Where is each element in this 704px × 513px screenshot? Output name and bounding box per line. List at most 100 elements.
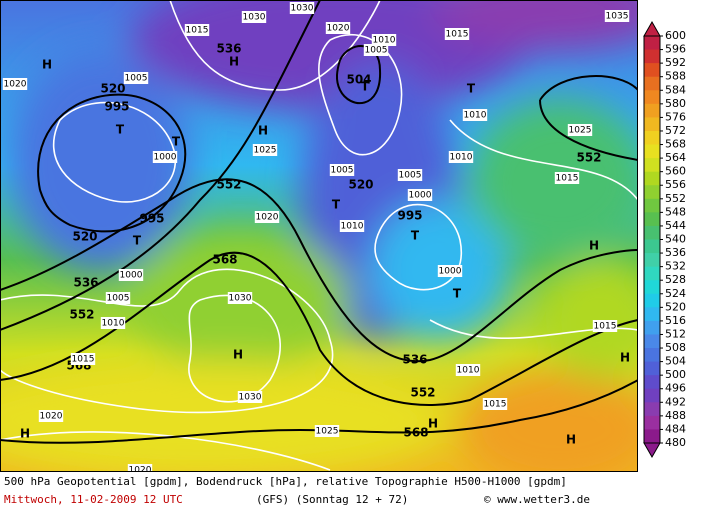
colorbar-cell bbox=[644, 130, 660, 146]
colorbar-tick-label: 480 bbox=[665, 436, 686, 449]
colorbar-cell bbox=[644, 158, 660, 173]
colorbar-cell bbox=[644, 253, 660, 268]
footer-source: © www.wetter3.de bbox=[484, 493, 590, 506]
colorbar-tick-label: 556 bbox=[665, 178, 686, 191]
label-background bbox=[70, 353, 96, 365]
contour-label: H bbox=[20, 427, 30, 441]
isobar-label: 1030 bbox=[291, 4, 314, 14]
contour-label: T bbox=[411, 229, 420, 243]
colorbar-cell bbox=[644, 307, 660, 322]
isobar-label: 1025 bbox=[254, 146, 277, 156]
contour-label: 995 bbox=[104, 100, 129, 114]
contour-label: 552 bbox=[410, 386, 435, 400]
label-background bbox=[444, 28, 470, 40]
isobar-label: 1035 bbox=[606, 12, 629, 22]
isobar-label: 1000 bbox=[120, 271, 143, 281]
isobar-label: 1005 bbox=[399, 171, 422, 181]
colorbar-cell bbox=[644, 36, 660, 51]
colorbar-tick-label: 484 bbox=[665, 422, 686, 435]
label-background bbox=[482, 398, 508, 410]
footer: 500 hPa Geopotential [gpdm], Bodendruck … bbox=[4, 475, 590, 506]
colorbar-tick-label: 544 bbox=[665, 219, 686, 232]
label-background bbox=[397, 169, 423, 181]
label-background bbox=[325, 22, 351, 34]
isobar-label: 1010 bbox=[341, 222, 364, 232]
colorbar-cell bbox=[644, 375, 660, 390]
isobar-label: 1005 bbox=[331, 166, 354, 176]
colorbar-tick-label: 516 bbox=[665, 314, 686, 327]
label-background bbox=[437, 265, 463, 277]
colorbar-cell bbox=[644, 334, 660, 349]
colorbar-cell bbox=[644, 90, 660, 105]
colorbar-tick-label: 536 bbox=[665, 246, 686, 259]
label-background bbox=[604, 10, 630, 22]
colorbar-tick-label: 540 bbox=[665, 233, 686, 246]
colorbar-cell bbox=[644, 415, 660, 430]
label-background bbox=[118, 269, 144, 281]
colorbar-cell bbox=[644, 117, 660, 132]
colorbar-tick-label: 500 bbox=[665, 368, 686, 381]
label-background bbox=[127, 464, 153, 472]
label-background bbox=[241, 11, 267, 23]
contour-label: T bbox=[361, 80, 370, 94]
isobar-label: 1015 bbox=[446, 30, 469, 40]
isobar-label: 1015 bbox=[72, 355, 95, 365]
label-background bbox=[371, 34, 397, 46]
label-background bbox=[38, 410, 64, 422]
isobar-label: 1020 bbox=[40, 412, 63, 422]
colorbar-arrow-top bbox=[643, 20, 661, 37]
colorbar-tick-label: 572 bbox=[665, 124, 686, 137]
colorbar-cell bbox=[644, 429, 660, 444]
isobar-label: 1005 bbox=[107, 294, 130, 304]
colorbar: 6005965925885845805765725685645605565525… bbox=[643, 20, 686, 459]
colorbar-cell bbox=[644, 185, 660, 200]
isobar-label: 1010 bbox=[457, 366, 480, 376]
isobar-label: 1010 bbox=[102, 319, 125, 329]
isobar-label: 1010 bbox=[373, 36, 396, 46]
footer-description: 500 hPa Geopotential [gpdm], Bodendruck … bbox=[4, 475, 567, 488]
colorbar-tick-label: 564 bbox=[665, 151, 686, 164]
isobar-label: 1015 bbox=[186, 26, 209, 36]
footer-model: (GFS) (Sonntag 12 + 72) bbox=[256, 493, 408, 506]
colorbar-cell bbox=[644, 293, 660, 308]
colorbar-cell bbox=[644, 320, 660, 335]
colorbar-cell bbox=[644, 225, 660, 240]
colorbar-tick-label: 584 bbox=[665, 83, 686, 96]
label-background bbox=[105, 292, 131, 304]
isobar-label: 1010 bbox=[450, 153, 473, 163]
label-background bbox=[289, 2, 315, 14]
label-background bbox=[567, 124, 593, 136]
label-background bbox=[2, 78, 28, 90]
colorbar-cell bbox=[644, 49, 660, 64]
colorbar-cell bbox=[644, 361, 660, 376]
label-background bbox=[254, 211, 280, 223]
colorbar-cell bbox=[644, 63, 660, 78]
label-background bbox=[184, 24, 210, 36]
footer-date: Mittwoch, 11-02-2009 12 UTC bbox=[4, 493, 183, 506]
label-background bbox=[314, 425, 340, 437]
colorbar-cell bbox=[644, 171, 660, 186]
contour-label: 995 bbox=[139, 212, 164, 226]
label-background bbox=[329, 164, 355, 176]
colorbar-cell bbox=[644, 144, 660, 159]
colorbar-tick-label: 588 bbox=[665, 70, 686, 83]
colorbar-tick-label: 560 bbox=[665, 165, 686, 178]
contour-label: 568 bbox=[403, 426, 428, 440]
label-background bbox=[363, 44, 389, 56]
geopotential-contours bbox=[0, 0, 638, 444]
label-background bbox=[462, 109, 488, 121]
colorbar-tick-label: 580 bbox=[665, 97, 686, 110]
contour-label: H bbox=[258, 124, 268, 138]
colorbar-tick-label: 532 bbox=[665, 260, 686, 273]
colorbar-tick-label: 600 bbox=[665, 29, 686, 42]
colorbar-tick-label: 592 bbox=[665, 56, 686, 69]
label-background bbox=[123, 72, 149, 84]
isobar-label: 1025 bbox=[569, 126, 592, 136]
contour-label: 520 bbox=[100, 82, 125, 96]
colorbar-tick-label: 596 bbox=[665, 43, 686, 56]
contour-label: 536 bbox=[216, 42, 241, 56]
contour-label: 552 bbox=[69, 308, 94, 322]
contour-label: T bbox=[116, 123, 125, 137]
contour-label: T bbox=[332, 198, 341, 212]
colorbar-cell bbox=[644, 103, 660, 118]
